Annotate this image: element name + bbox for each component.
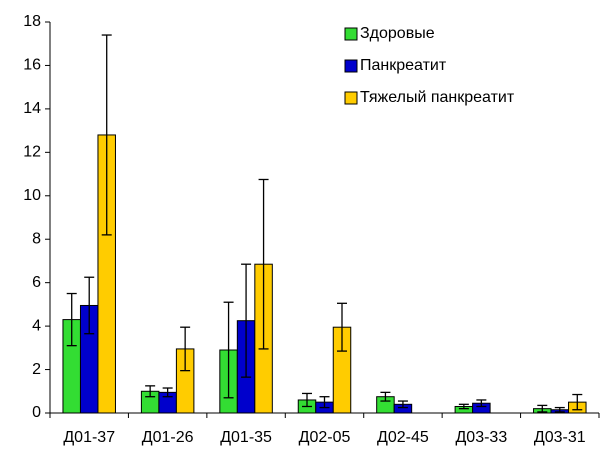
error-bar bbox=[241, 263, 252, 378]
y-tick-label: 18 bbox=[23, 13, 41, 30]
error-bar bbox=[145, 385, 156, 398]
error-bar bbox=[458, 403, 469, 410]
y-tick-label: 2 bbox=[32, 361, 41, 378]
error-bar bbox=[537, 404, 548, 413]
error-bar bbox=[101, 34, 112, 236]
y-tick-label: 4 bbox=[32, 317, 41, 334]
x-tick-label: Д02-05 bbox=[299, 429, 351, 446]
error-bar bbox=[66, 292, 77, 347]
error-bar bbox=[84, 276, 95, 335]
x-tick-label: Д02-45 bbox=[377, 429, 429, 446]
error-bar bbox=[223, 301, 234, 399]
error-bar bbox=[302, 392, 312, 408]
error-bar bbox=[180, 326, 191, 372]
legend-swatch bbox=[344, 59, 358, 73]
error-bar bbox=[162, 387, 173, 398]
error-bar bbox=[337, 302, 347, 352]
error-bar bbox=[380, 391, 391, 402]
error-bar bbox=[258, 178, 269, 350]
x-tick-label: Д01-35 bbox=[220, 429, 272, 446]
x-tick-label: Д03-33 bbox=[455, 429, 507, 446]
x-tick-label: Д03-31 bbox=[534, 429, 586, 446]
legend-swatch bbox=[344, 27, 358, 41]
y-tick-label: 6 bbox=[32, 274, 41, 291]
y-tick-label: 14 bbox=[23, 100, 41, 117]
error-bar bbox=[319, 396, 330, 409]
legend-label: Панкреатит bbox=[360, 57, 447, 74]
y-tick-label: 8 bbox=[32, 230, 41, 247]
y-tick-label: 12 bbox=[23, 144, 41, 161]
x-tick-label: Д01-26 bbox=[142, 429, 194, 446]
error-bar bbox=[572, 393, 583, 411]
legend-label: Здоровые bbox=[360, 25, 435, 42]
legend-swatch bbox=[344, 91, 358, 105]
y-tick-label: 0 bbox=[32, 404, 41, 421]
y-tick-label: 10 bbox=[23, 187, 41, 204]
x-tick-label: Д01-37 bbox=[63, 429, 115, 446]
error-bar bbox=[554, 406, 565, 413]
y-tick-label: 16 bbox=[23, 57, 41, 74]
error-bar bbox=[476, 399, 487, 408]
legend-label: Тяжелый панкреатит bbox=[360, 89, 515, 106]
error-bar bbox=[397, 400, 408, 409]
